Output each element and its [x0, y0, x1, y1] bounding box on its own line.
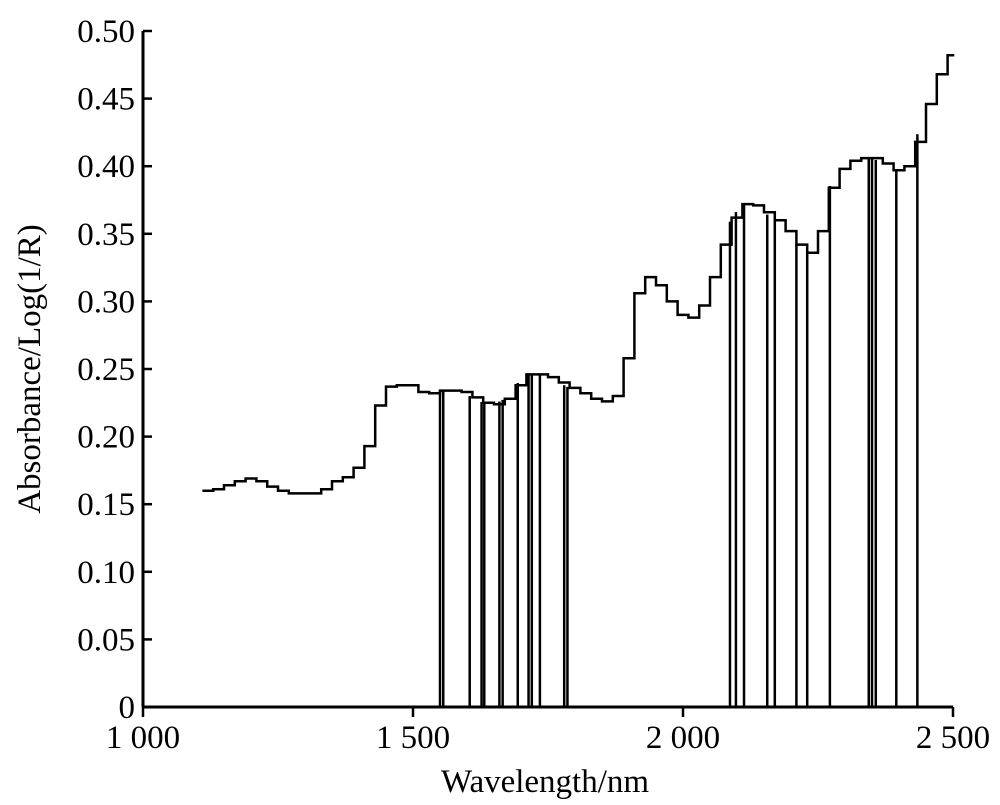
y-axis-title: Absorbance/Log(1/R): [12, 224, 48, 514]
x-tick-label: 1 000: [106, 720, 180, 756]
x-tick-label: 2 500: [916, 720, 990, 756]
selected-wavelength-bands: [438, 134, 919, 707]
y-tick-label: 0.10: [77, 555, 135, 591]
y-tick-label: 0.50: [77, 14, 135, 50]
x-tick-label: 1 500: [376, 720, 450, 756]
y-tick-label: 0.35: [77, 217, 135, 253]
y-tick-label: 0.25: [77, 352, 135, 388]
axes: [141, 31, 953, 709]
x-axis-title: Wavelength/nm: [441, 764, 649, 800]
x-ticks: 1 000 1 500 2 000 2 500: [106, 707, 990, 756]
spectrum-line: [202, 54, 955, 495]
y-tick-label: 0.45: [77, 82, 135, 118]
y-ticks: 0 0.05 0.10 0.15 0.20 0.25 0.30 0.35 0.40 0.45 0.5…: [77, 14, 152, 726]
y-tick-label: 0: [119, 690, 136, 726]
y-tick-label: 0.20: [77, 420, 135, 456]
y-tick-label: 0.05: [77, 622, 135, 658]
y-tick-label: 0.40: [77, 149, 135, 185]
x-tick-label: 2 000: [646, 720, 720, 756]
y-tick-label: 0.15: [77, 487, 135, 523]
y-tick-label: 0.30: [77, 284, 135, 320]
